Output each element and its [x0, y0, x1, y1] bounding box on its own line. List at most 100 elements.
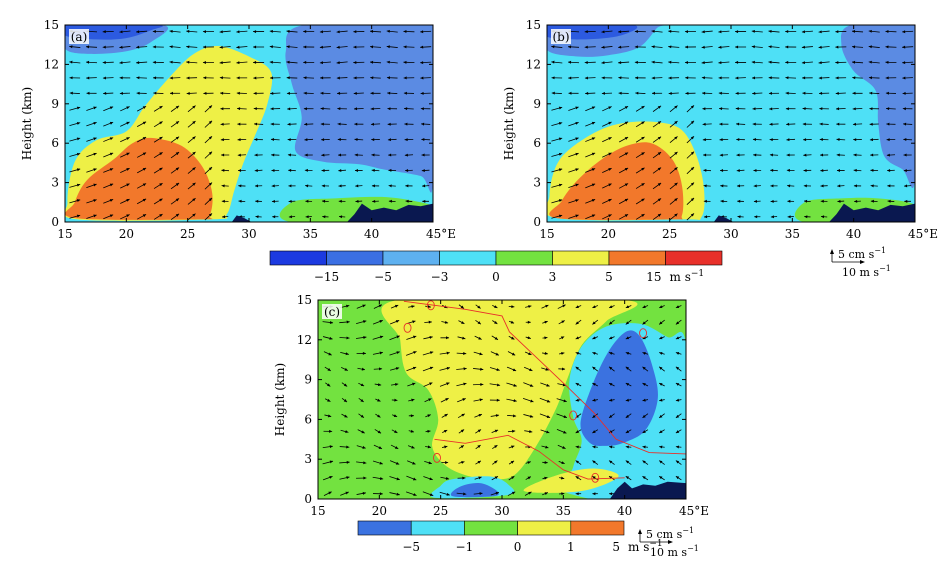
wind-arrow: [456, 492, 467, 496]
wind-arrow: [153, 136, 163, 143]
wind-arrow: [885, 45, 897, 49]
wind-arrow: [887, 168, 895, 172]
wind-arrow: [441, 461, 449, 465]
wind-arrow: [602, 214, 612, 220]
wind-arrow: [286, 29, 298, 33]
wind-arrow: [219, 45, 231, 49]
wind-arrow: [735, 60, 747, 64]
wind-arrow: [69, 183, 81, 188]
wind-arrow: [304, 138, 314, 142]
wind-arrow: [585, 183, 596, 189]
wind-arrow: [322, 445, 333, 449]
wind-arrow: [658, 413, 665, 419]
legend-tick-label: 0: [492, 270, 500, 284]
wind-arrow: [551, 168, 563, 173]
wind-arrow: [153, 182, 163, 189]
terrain-mask: [609, 481, 686, 499]
wind-arrow: [592, 475, 599, 481]
wind-arrow: [736, 138, 745, 142]
wind-arrow: [768, 76, 780, 80]
wind-arrow: [323, 351, 332, 356]
wind-arrow: [355, 336, 367, 339]
wind-arrow: [686, 120, 695, 128]
wind-arrow: [902, 76, 913, 80]
wind-arrow: [321, 184, 330, 188]
wind-arrow: [575, 305, 582, 309]
wind-arrow: [769, 138, 779, 142]
wind-arrow: [592, 319, 599, 325]
wind-arrow: [651, 29, 663, 33]
wind-arrow: [785, 30, 797, 34]
wind-arrow: [253, 30, 265, 34]
wind-arrow: [885, 91, 896, 95]
wind-arrow: [441, 320, 449, 324]
wind-arrow: [442, 429, 448, 433]
wind-arrow: [355, 199, 363, 203]
contour-loop-5: [639, 328, 648, 339]
wind-arrow: [575, 336, 582, 340]
wind-arrow: [371, 153, 380, 157]
wind-arrow: [618, 76, 629, 80]
y-tick-label: 15: [526, 18, 541, 32]
wind-arrow: [392, 414, 398, 418]
wind-arrow: [551, 199, 563, 204]
wind-arrow: [675, 398, 682, 402]
wind-arrow: [322, 215, 329, 219]
wind-arrow: [390, 367, 400, 371]
wind-arrow: [389, 320, 400, 325]
wind-arrow: [403, 45, 415, 49]
wind-arrow: [405, 184, 413, 188]
wind-arrow: [635, 182, 645, 189]
wind-arrow: [753, 168, 762, 172]
wind-arrow: [602, 183, 612, 189]
wind-arrow: [356, 351, 366, 355]
wind-arrow: [69, 199, 81, 204]
wind-arrow: [357, 429, 365, 434]
wind-arrow: [686, 197, 695, 205]
wind-arrow: [702, 107, 712, 111]
wind-arrow: [420, 45, 432, 49]
wind-arrow: [187, 120, 196, 128]
legend-swatch: [326, 250, 384, 266]
wind-arrow: [686, 182, 695, 190]
legend-swatch: [464, 520, 518, 536]
wind-arrow: [489, 383, 501, 387]
wind-arrow: [853, 153, 862, 157]
wind-arrow: [902, 107, 913, 111]
wind-arrow: [642, 305, 649, 309]
wind-arrow: [752, 107, 763, 111]
wind-arrow: [425, 429, 431, 433]
contour-region-3: [580, 330, 658, 447]
wind-arrow: [702, 138, 712, 142]
wind-arrow: [559, 476, 565, 480]
wind-arrow: [539, 413, 551, 418]
wind-arrow: [506, 382, 517, 387]
wind-arrow: [575, 382, 582, 387]
wind-arrow: [686, 166, 695, 175]
wind-arrow: [669, 197, 678, 205]
wind-arrow: [86, 121, 97, 127]
wind-arrow: [424, 320, 432, 324]
wind-arrow: [575, 460, 582, 465]
contour-region-3: [65, 25, 163, 40]
wind-arrow: [818, 30, 830, 34]
wind-arrow: [475, 460, 482, 465]
wind-arrow: [703, 199, 711, 203]
wind-arrow: [492, 460, 498, 465]
wind-arrow: [186, 29, 198, 33]
legend-tick-label: −5: [374, 270, 392, 284]
wind-arrow: [489, 367, 500, 372]
wind-arrow: [136, 61, 148, 65]
wind-arrow: [625, 382, 632, 387]
wind-arrow: [86, 106, 97, 111]
wind-arrow: [373, 367, 383, 371]
wind-arrow: [219, 76, 231, 80]
legend-swatch: [439, 250, 497, 266]
x-tick-label: 30: [241, 227, 256, 241]
wind-arrow: [508, 320, 515, 324]
wind-arrow: [851, 29, 864, 33]
wind-arrow: [902, 45, 914, 49]
wind-arrow: [820, 215, 828, 219]
wind-arrow: [870, 153, 879, 157]
wind-arrow: [103, 137, 114, 142]
